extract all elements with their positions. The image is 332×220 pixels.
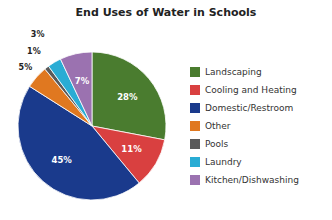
legend-swatch	[190, 157, 200, 167]
legend: Landscaping Cooling and Heating Domestic/R…	[190, 67, 299, 185]
legend-swatch	[190, 103, 200, 113]
title: End Uses of Water in Schools	[76, 6, 257, 19]
data-label: 3%	[31, 30, 45, 39]
legend-swatch	[190, 139, 200, 149]
legend-label: Landscaping	[205, 67, 262, 77]
data-label: 1%	[27, 47, 41, 56]
data-labels: 28% 11% 45% 5% 1% 3% 7%	[19, 30, 143, 166]
data-label: 11%	[121, 144, 142, 154]
legend-label: Kitchen/Dishwashing	[205, 175, 299, 185]
legend-label: Cooling and Heating	[205, 85, 297, 95]
legend-swatch	[190, 121, 200, 131]
data-label: 45%	[51, 155, 72, 165]
legend-label: Laundry	[205, 157, 242, 167]
legend-label: Domestic/Restroom	[205, 103, 293, 113]
legend-swatch	[190, 85, 200, 95]
pie-slice	[60, 52, 92, 126]
background	[0, 0, 332, 220]
chart-container: End Uses of Water in Schools 28% 11% 45% 5% 1…	[0, 0, 332, 220]
data-label: 28%	[117, 92, 138, 102]
legend-swatch	[190, 175, 200, 185]
legend-swatch	[190, 67, 200, 77]
data-label: 7%	[75, 76, 90, 86]
legend-label: Pools	[205, 139, 229, 149]
data-label: 5%	[19, 63, 33, 72]
legend-label: Other	[205, 121, 231, 131]
slices	[18, 52, 166, 200]
chart: End Uses of Water in Schools 28% 11% 45% 5% 1…	[0, 0, 332, 220]
pie-slice	[92, 52, 166, 140]
